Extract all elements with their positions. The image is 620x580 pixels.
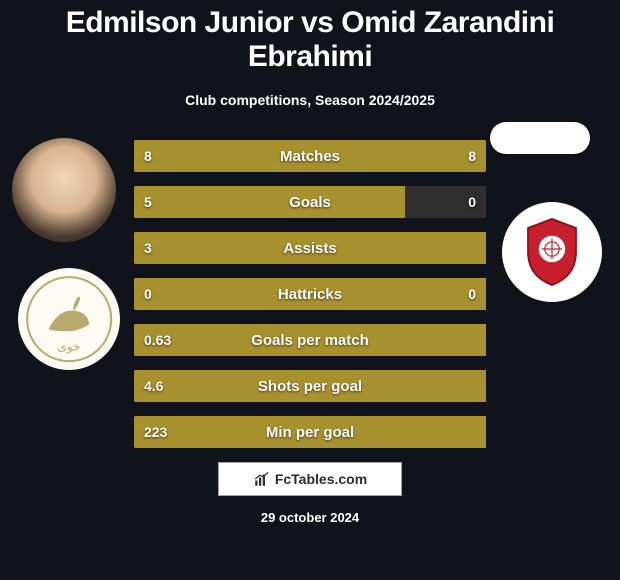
stat-value-right: 0 — [468, 186, 476, 218]
stat-row: Goals5 0 — [134, 186, 486, 218]
stat-value-left: 0.63 — [144, 324, 171, 356]
stat-row: Min per goal223 — [134, 416, 486, 448]
stat-row: Hattricks0 0 — [134, 278, 486, 310]
page-title: Edmilson Junior vs Omid Zarandini Ebrahi… — [0, 6, 620, 74]
club-left-crest: خوى — [18, 268, 120, 370]
stat-label: Goals per match — [134, 324, 486, 356]
chart-area: خوى Matches88Goals50Assists3Hattricks00G… — [0, 140, 620, 448]
source-badge: FcTables.com — [218, 462, 402, 496]
bird-crest-icon: خوى — [18, 268, 120, 370]
stat-label: Goals — [134, 186, 486, 218]
stat-row: Matches8 8 — [134, 140, 486, 172]
source-text: FcTables.com — [275, 471, 367, 487]
shield-icon — [521, 216, 583, 288]
stat-value-left: 0 — [144, 278, 152, 310]
stat-value-left: 3 — [144, 232, 152, 264]
stat-value-right: 8 — [468, 140, 476, 172]
stat-row: Shots per goal4.6 — [134, 370, 486, 402]
stat-label: Assists — [134, 232, 486, 264]
stat-value-left: 5 — [144, 186, 152, 218]
footer-date: 29 october 2024 — [0, 510, 620, 525]
stat-value-left: 4.6 — [144, 370, 163, 402]
stat-label: Matches — [134, 140, 486, 172]
stat-label: Min per goal — [134, 416, 486, 448]
stat-row: Goals per match0.63 — [134, 324, 486, 356]
bird-icon: خوى — [18, 268, 120, 370]
svg-text:خوى: خوى — [57, 340, 80, 354]
avatar-face-icon — [12, 138, 116, 242]
stat-rows: Matches88Goals50Assists3Hattricks00Goals… — [134, 140, 486, 448]
stat-label: Hattricks — [134, 278, 486, 310]
club-right-crest — [502, 202, 602, 302]
player-right-avatar — [490, 122, 590, 154]
stat-value-left: 8 — [144, 140, 152, 172]
stat-label: Shots per goal — [134, 370, 486, 402]
player-left-avatar — [12, 138, 116, 242]
chart-icon — [253, 470, 271, 488]
stat-row: Assists3 — [134, 232, 486, 264]
shield-crest-icon — [502, 202, 602, 302]
comparison-infographic: Edmilson Junior vs Omid Zarandini Ebrahi… — [0, 0, 620, 580]
stat-value-left: 223 — [144, 416, 167, 448]
subtitle: Club competitions, Season 2024/2025 — [0, 92, 620, 108]
stat-value-right: 0 — [468, 278, 476, 310]
